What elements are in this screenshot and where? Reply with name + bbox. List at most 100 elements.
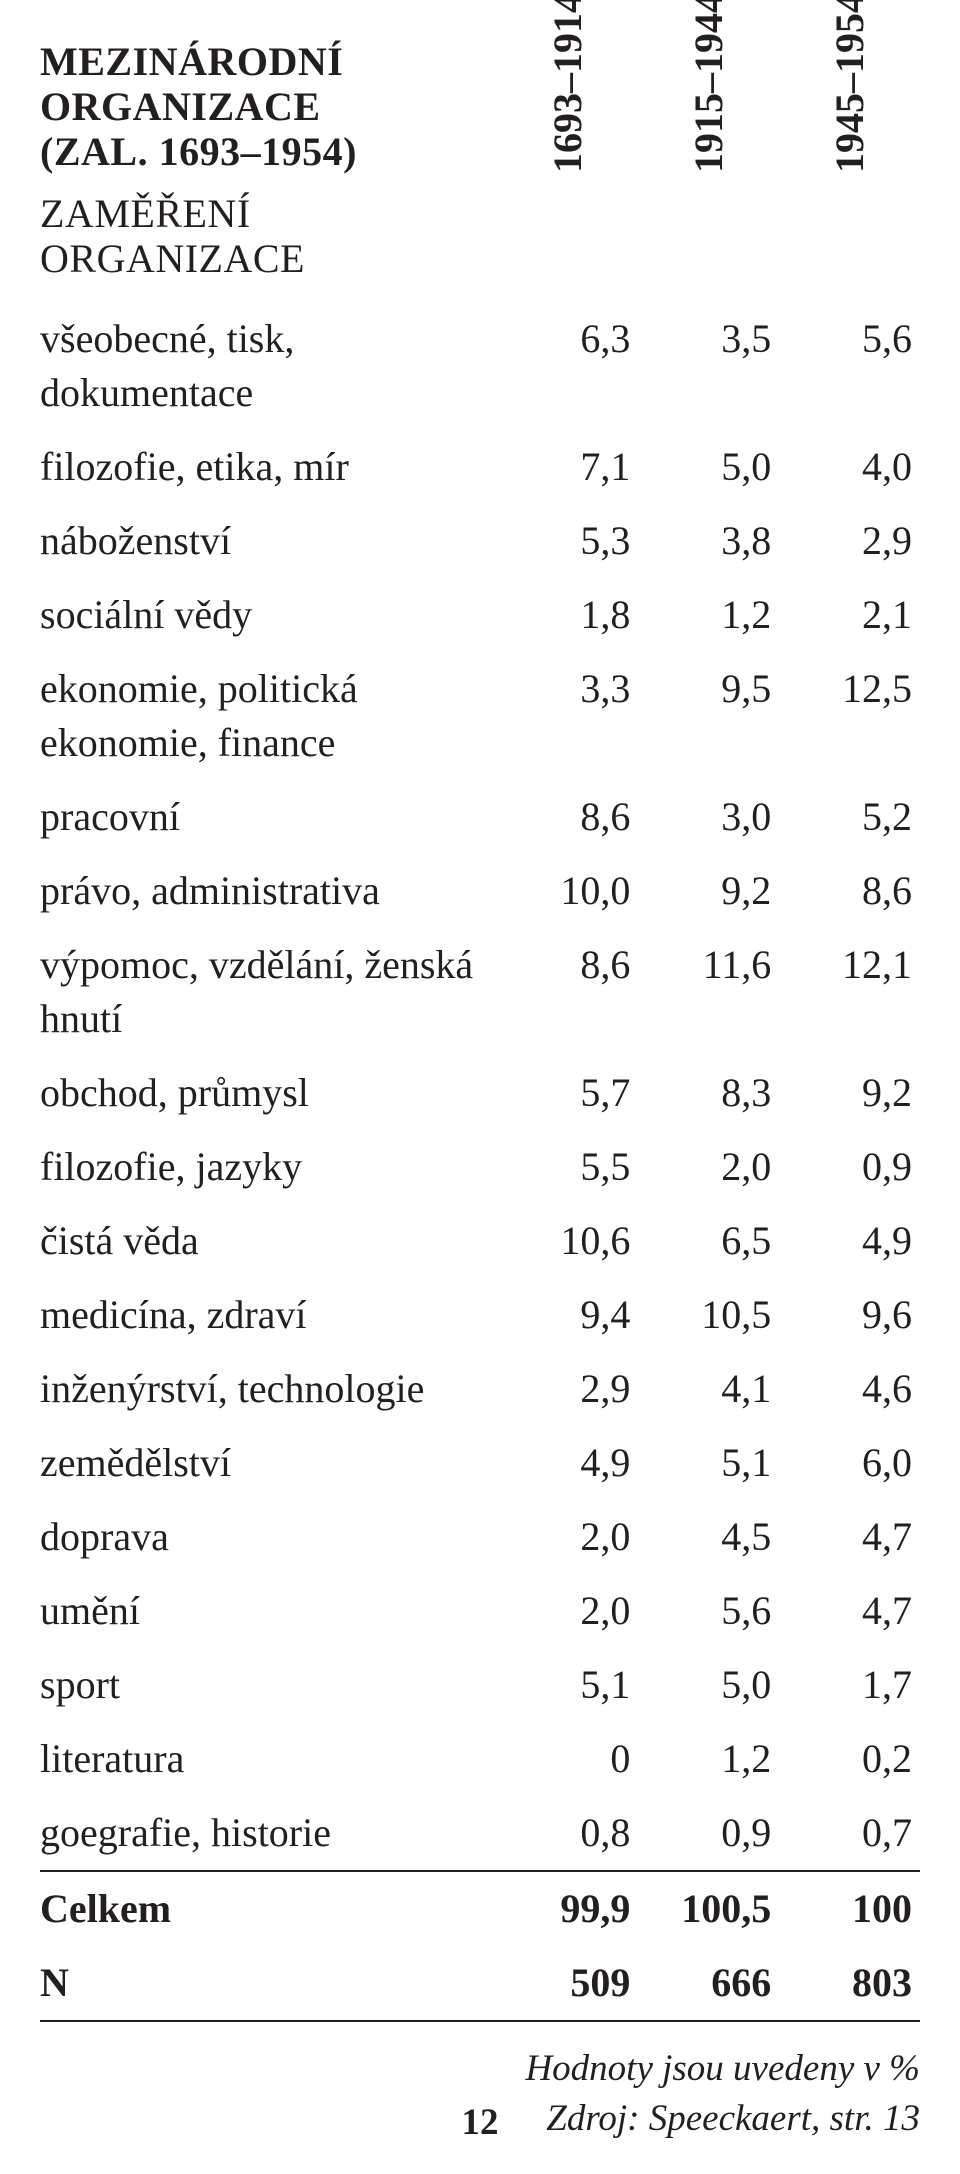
row-value: 10,5: [638, 1278, 779, 1352]
row-label: Celkem: [40, 1871, 498, 1946]
row-label: pracovní: [40, 780, 498, 854]
row-label: medicína, zdraví: [40, 1278, 498, 1352]
table-row: sociální vědy1,81,22,1: [40, 578, 920, 652]
table-row: náboženství5,33,82,9: [40, 504, 920, 578]
table-row: goegrafie, historie0,80,90,7: [40, 1796, 920, 1871]
row-value: 5,5: [498, 1130, 639, 1204]
row-value: 4,5: [638, 1500, 779, 1574]
title-line: (zal. 1693–1954): [40, 129, 357, 174]
row-value: 5,7: [498, 1056, 639, 1130]
row-label: čistá věda: [40, 1204, 498, 1278]
row-label: obchod, průmysl: [40, 1056, 498, 1130]
table-row: umění2,05,64,7: [40, 1574, 920, 1648]
row-value: 0: [498, 1722, 639, 1796]
row-value: 2,0: [498, 1574, 639, 1648]
row-value: 7,1: [498, 430, 639, 504]
row-label: náboženství: [40, 504, 498, 578]
row-value: 8,6: [779, 854, 920, 928]
row-value: 6,5: [638, 1204, 779, 1278]
row-label: sport: [40, 1648, 498, 1722]
row-value: 6,3: [498, 302, 639, 430]
footer-note-line: Hodnoty jsou uvedeny v %: [525, 2048, 920, 2089]
row-value: 4,7: [779, 1500, 920, 1574]
row-value: 3,3: [498, 652, 639, 780]
row-value: 3,8: [638, 504, 779, 578]
row-value: 0,2: [779, 1722, 920, 1796]
table-row: sport5,15,01,7: [40, 1648, 920, 1722]
page-number: 12: [462, 2101, 499, 2144]
row-value: 9,4: [498, 1278, 639, 1352]
table-row: právo, administrativa10,09,28,6: [40, 854, 920, 928]
table-row: filozofie, jazyky5,52,00,9: [40, 1130, 920, 1204]
row-value: 5,1: [638, 1426, 779, 1500]
table-row: literatura01,20,2: [40, 1722, 920, 1796]
row-value: 5,0: [638, 430, 779, 504]
row-label: umění: [40, 1574, 498, 1648]
row-value: 12,5: [779, 652, 920, 780]
row-value: 5,3: [498, 504, 639, 578]
column-header-label: 1945–1954: [715, 133, 960, 173]
row-value: 5,6: [638, 1574, 779, 1648]
page: Mezinárodní organizace (zal. 1693–1954) …: [0, 0, 960, 2174]
row-value: 2,0: [638, 1130, 779, 1204]
row-value: 3,5: [638, 302, 779, 430]
row-value: 4,7: [779, 1574, 920, 1648]
table-subheading: zaměření organizace: [40, 174, 498, 294]
row-value: 99,9: [498, 1871, 639, 1946]
row-label: N: [40, 1946, 498, 2021]
row-label: sociální vědy: [40, 578, 498, 652]
row-value: 1,2: [638, 1722, 779, 1796]
row-value: 2,0: [498, 1500, 639, 1574]
row-value: 4,0: [779, 430, 920, 504]
row-value: 11,6: [638, 928, 779, 1056]
row-label: filozofie, etika, mír: [40, 430, 498, 504]
row-value: 5,0: [638, 1648, 779, 1722]
row-value: 10,6: [498, 1204, 639, 1278]
table-row: pracovní8,63,05,2: [40, 780, 920, 854]
table-row: všeobecné, tisk, dokumentace6,33,55,6: [40, 302, 920, 430]
row-value: 5,2: [779, 780, 920, 854]
table-row: medicína, zdraví9,410,59,6: [40, 1278, 920, 1352]
row-label: výpomoc, vzdělání, ženská hnutí: [40, 928, 498, 1056]
row-value: 8,3: [638, 1056, 779, 1130]
row-value: 4,1: [638, 1352, 779, 1426]
row-value: 1,7: [779, 1648, 920, 1722]
row-value: 509: [498, 1946, 639, 2021]
table-row: výpomoc, vzdělání, ženská hnutí8,611,612…: [40, 928, 920, 1056]
row-value: 4,6: [779, 1352, 920, 1426]
table-row: čistá věda10,66,54,9: [40, 1204, 920, 1278]
row-value: 2,9: [779, 504, 920, 578]
row-value: 9,5: [638, 652, 779, 780]
table-head: Mezinárodní organizace (zal. 1693–1954) …: [40, 18, 920, 302]
row-label: zemědělství: [40, 1426, 498, 1500]
row-label: ekonomie, politická ekonomie, finance: [40, 652, 498, 780]
row-value: 0,9: [638, 1796, 779, 1871]
row-value: 1,8: [498, 578, 639, 652]
table-row: Celkem99,9100,5100: [40, 1871, 920, 1946]
footer-note-line: Zdroj: Speeckaert, str. 13: [546, 2098, 920, 2139]
row-label: filozofie, jazyky: [40, 1130, 498, 1204]
row-value: 2,9: [498, 1352, 639, 1426]
row-label: právo, administrativa: [40, 854, 498, 928]
column-header: 1945–1954: [779, 18, 920, 302]
row-label: všeobecné, tisk, dokumentace: [40, 302, 498, 430]
row-value: 2,1: [779, 578, 920, 652]
table-row: doprava2,04,54,7: [40, 1500, 920, 1574]
row-value: 10,0: [498, 854, 639, 928]
row-value: 9,2: [638, 854, 779, 928]
row-value: 0,8: [498, 1796, 639, 1871]
row-value: 9,6: [779, 1278, 920, 1352]
row-value: 9,2: [779, 1056, 920, 1130]
row-value: 0,9: [779, 1130, 920, 1204]
table-row: obchod, průmysl5,78,39,2: [40, 1056, 920, 1130]
table-row: inženýrství, technologie2,94,14,6: [40, 1352, 920, 1426]
row-value: 100,5: [638, 1871, 779, 1946]
row-value: 666: [638, 1946, 779, 2021]
row-value: 8,6: [498, 780, 639, 854]
row-value: 3,0: [638, 780, 779, 854]
row-value: 4,9: [498, 1426, 639, 1500]
table-row: zemědělství4,95,16,0: [40, 1426, 920, 1500]
data-table: Mezinárodní organizace (zal. 1693–1954) …: [40, 18, 920, 2022]
row-value: 1,2: [638, 578, 779, 652]
row-value: 6,0: [779, 1426, 920, 1500]
